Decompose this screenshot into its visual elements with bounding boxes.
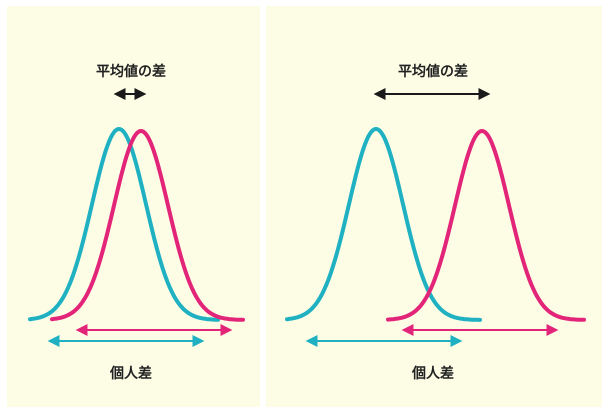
right-curve-series-b: [386, 128, 586, 322]
left-curve-series-b: [50, 128, 245, 322]
right-individual-diff-label: 個人差: [411, 365, 454, 382]
right-mean-diff-label: 平均値の差: [398, 63, 468, 80]
left-mean-diff-label: 平均値の差: [96, 63, 166, 80]
left-individual-diff-label: 個人差: [109, 365, 152, 382]
left-curve-series-a: [28, 126, 220, 322]
right-curve-series-a: [285, 126, 482, 322]
